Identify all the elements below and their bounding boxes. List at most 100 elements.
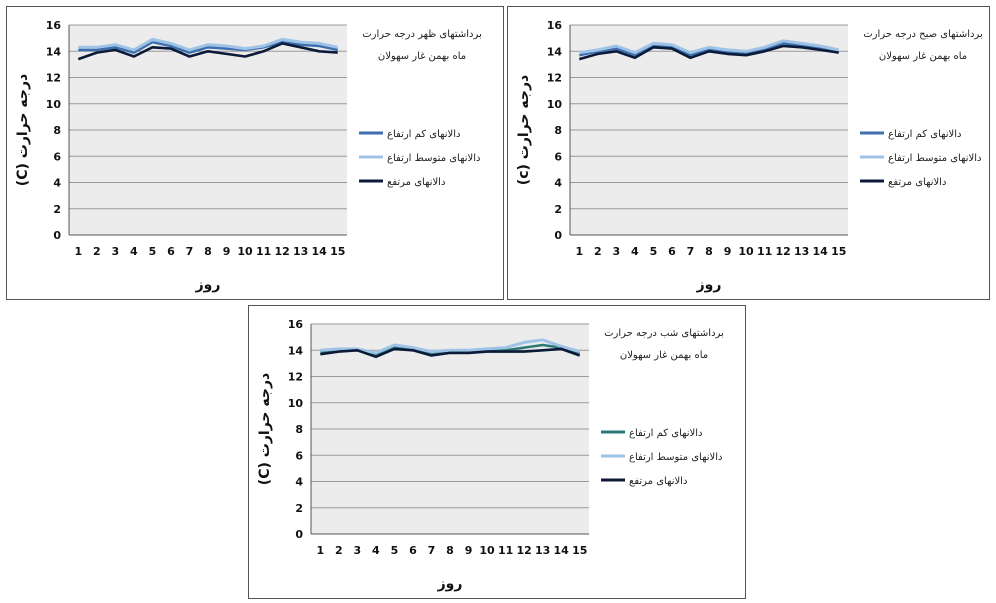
series-line-2 — [579, 39, 840, 55]
y-tick-label: 2 — [295, 502, 303, 515]
x-tick-label: 14 — [554, 544, 570, 557]
x-tick-label: 10 — [479, 544, 495, 557]
x-tick-label: 5 — [149, 245, 157, 258]
x-axis-label: روز — [195, 277, 221, 293]
legend-label: دالانهای مرتفع — [888, 177, 946, 188]
y-tick-label: 8 — [53, 124, 61, 137]
x-axis-label: روز — [437, 576, 463, 592]
y-tick-label: 14 — [547, 45, 563, 58]
x-tick-label: 1 — [575, 245, 583, 258]
legend-label: دالانهای مرتفع — [387, 177, 445, 188]
x-tick-label: 7 — [186, 245, 194, 258]
x-tick-label: 13 — [293, 245, 308, 258]
x-tick-label: 2 — [335, 544, 343, 557]
y-tick-label: 10 — [547, 98, 563, 111]
x-tick-label: 4 — [631, 245, 639, 258]
x-tick-label: 13 — [535, 544, 550, 557]
chart-title-line: برداشتهای ظهر درجه حرارت — [362, 29, 482, 40]
series-line-1 — [78, 40, 338, 54]
y-tick-label: 4 — [554, 177, 562, 190]
y-tick-label: 6 — [295, 449, 303, 462]
x-tick-label: 13 — [794, 245, 809, 258]
y-tick-label: 0 — [554, 229, 562, 242]
x-tick-label: 14 — [813, 245, 829, 258]
y-tick-label: 0 — [295, 528, 303, 541]
chart-title-line: ماه بهمن غار سهولان — [879, 51, 967, 62]
x-tick-label: 9 — [223, 245, 231, 258]
series-line-3 — [578, 44, 839, 61]
y-tick-label: 8 — [295, 423, 303, 436]
y-tick-label: 12 — [547, 72, 562, 85]
x-tick-label: 3 — [613, 245, 621, 258]
y-tick-label: 6 — [53, 150, 61, 163]
x-tick-label: 4 — [372, 544, 380, 557]
x-tick-label: 9 — [724, 245, 732, 258]
x-tick-label: 6 — [668, 245, 676, 258]
legend-label: دالانهای کم ارتفاع — [387, 129, 460, 140]
y-tick-label: 8 — [554, 124, 562, 137]
series-line-2 — [320, 338, 581, 355]
x-tick-label: 7 — [428, 544, 436, 557]
y-tick-label: 10 — [288, 397, 304, 410]
x-tick-label: 2 — [594, 245, 602, 258]
x-tick-label: 5 — [650, 245, 658, 258]
y-tick-label: 2 — [554, 203, 562, 216]
y-tick-label: 2 — [53, 203, 61, 216]
x-tick-label: 12 — [516, 544, 531, 557]
x-tick-label: 11 — [757, 245, 772, 258]
x-tick-label: 1 — [316, 544, 324, 557]
x-tick-label: 8 — [204, 245, 212, 258]
chart-frame-morning: 0 2 4 6 8 10 12 14 16 1 2 3 4 5 6 7 8 9 10 11 12 13 14 15 روز (c)… — [507, 6, 990, 300]
x-tick-label: 9 — [465, 544, 473, 557]
chart-frame-night: 0 2 4 6 8 10 12 14 16 1 2 3 4 5 6 7 8 9 10 11 12 13 14 15 روز (C)… — [248, 305, 746, 599]
x-tick-label: 4 — [130, 245, 138, 258]
x-tick-label: 12 — [274, 245, 289, 258]
series-line-2 — [78, 37, 339, 52]
legend-label: دالانهای کم ارتفاع — [888, 129, 961, 140]
x-tick-label: 6 — [409, 544, 417, 557]
series-line-3 — [77, 42, 338, 61]
y-tick-label: 4 — [295, 476, 303, 489]
legend-label: دالانهای متوسط ارتفاع — [888, 153, 981, 164]
chart-title-line: برداشتهای صبح درجه حرارت — [863, 29, 982, 40]
x-tick-label: 11 — [256, 245, 271, 258]
y-tick-label: 10 — [46, 98, 62, 111]
y-axis-label: (C) درجه حرارت — [257, 373, 273, 485]
x-tick-label: 10 — [738, 245, 754, 258]
y-tick-label: 14 — [46, 45, 62, 58]
chart-title-line: ماه بهمن غار سهولان — [620, 350, 708, 361]
y-axis-label: (C) درجه حرارت — [15, 74, 31, 186]
x-tick-label: 7 — [687, 245, 695, 258]
x-tick-label: 15 — [572, 544, 587, 557]
y-axis-label: (c) درجه حرارت — [516, 75, 532, 185]
y-tick-label: 0 — [53, 229, 61, 242]
y-tick-label: 14 — [288, 344, 304, 357]
x-tick-label: 15 — [330, 245, 345, 258]
y-tick-label: 12 — [46, 72, 61, 85]
y-tick-label: 6 — [554, 150, 562, 163]
legend-label: دالانهای متوسط ارتفاع — [387, 153, 480, 164]
x-tick-label: 2 — [93, 245, 101, 258]
x-tick-label: 14 — [312, 245, 328, 258]
chart-frame-noon: 0 2 4 6 8 10 12 14 16 1 2 3 4 5 6 7 8 9 10 11 12 13 14 15 روز (C)… — [6, 6, 504, 300]
legend-label: دالانهای مرتفع — [629, 476, 687, 487]
series-line-3 — [320, 347, 581, 359]
x-tick-label: 3 — [112, 245, 120, 258]
x-tick-label: 8 — [705, 245, 713, 258]
x-tick-label: 3 — [354, 544, 362, 557]
y-tick-label: 4 — [53, 177, 61, 190]
legend-label: دالانهای کم ارتفاع — [629, 428, 702, 439]
x-tick-label: 1 — [74, 245, 82, 258]
series-line-1 — [579, 42, 839, 57]
chart-title-line: ماه بهمن غار سهولان — [378, 51, 466, 62]
y-tick-label: 16 — [288, 318, 304, 331]
x-tick-label: 5 — [391, 544, 399, 557]
y-tick-label: 12 — [288, 371, 303, 384]
x-tick-label: 11 — [498, 544, 513, 557]
x-tick-label: 10 — [237, 245, 253, 258]
x-axis-label: روز — [696, 277, 722, 293]
chart-title-line: برداشتهای شب درجه حرارت — [604, 328, 724, 339]
